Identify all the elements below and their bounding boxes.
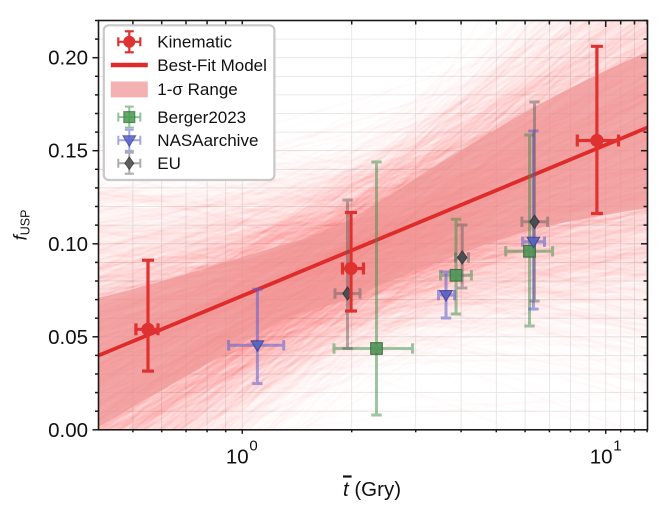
- svg-text:0.00: 0.00: [48, 419, 88, 442]
- svg-text:10: 10: [226, 446, 249, 469]
- svg-text:fUSP: fUSP: [10, 210, 33, 241]
- svg-text:t (Gry): t (Gry): [343, 478, 401, 501]
- svg-text:0.15: 0.15: [48, 140, 88, 163]
- svg-text:Berger2023: Berger2023: [157, 108, 246, 127]
- svg-text:Best-Fit Model: Best-Fit Model: [157, 56, 267, 75]
- svg-text:10: 10: [590, 446, 613, 469]
- svg-text:EU: EU: [157, 154, 181, 173]
- svg-text:1-σ Range: 1-σ Range: [157, 80, 237, 99]
- svg-text:Kinematic: Kinematic: [157, 33, 232, 52]
- svg-text:0.10: 0.10: [48, 233, 88, 256]
- svg-text:0: 0: [249, 438, 257, 455]
- svg-text:1: 1: [613, 438, 621, 455]
- svg-text:NASAarchive: NASAarchive: [157, 131, 258, 150]
- svg-text:0.20: 0.20: [48, 47, 88, 70]
- svg-text:0.05: 0.05: [48, 326, 88, 349]
